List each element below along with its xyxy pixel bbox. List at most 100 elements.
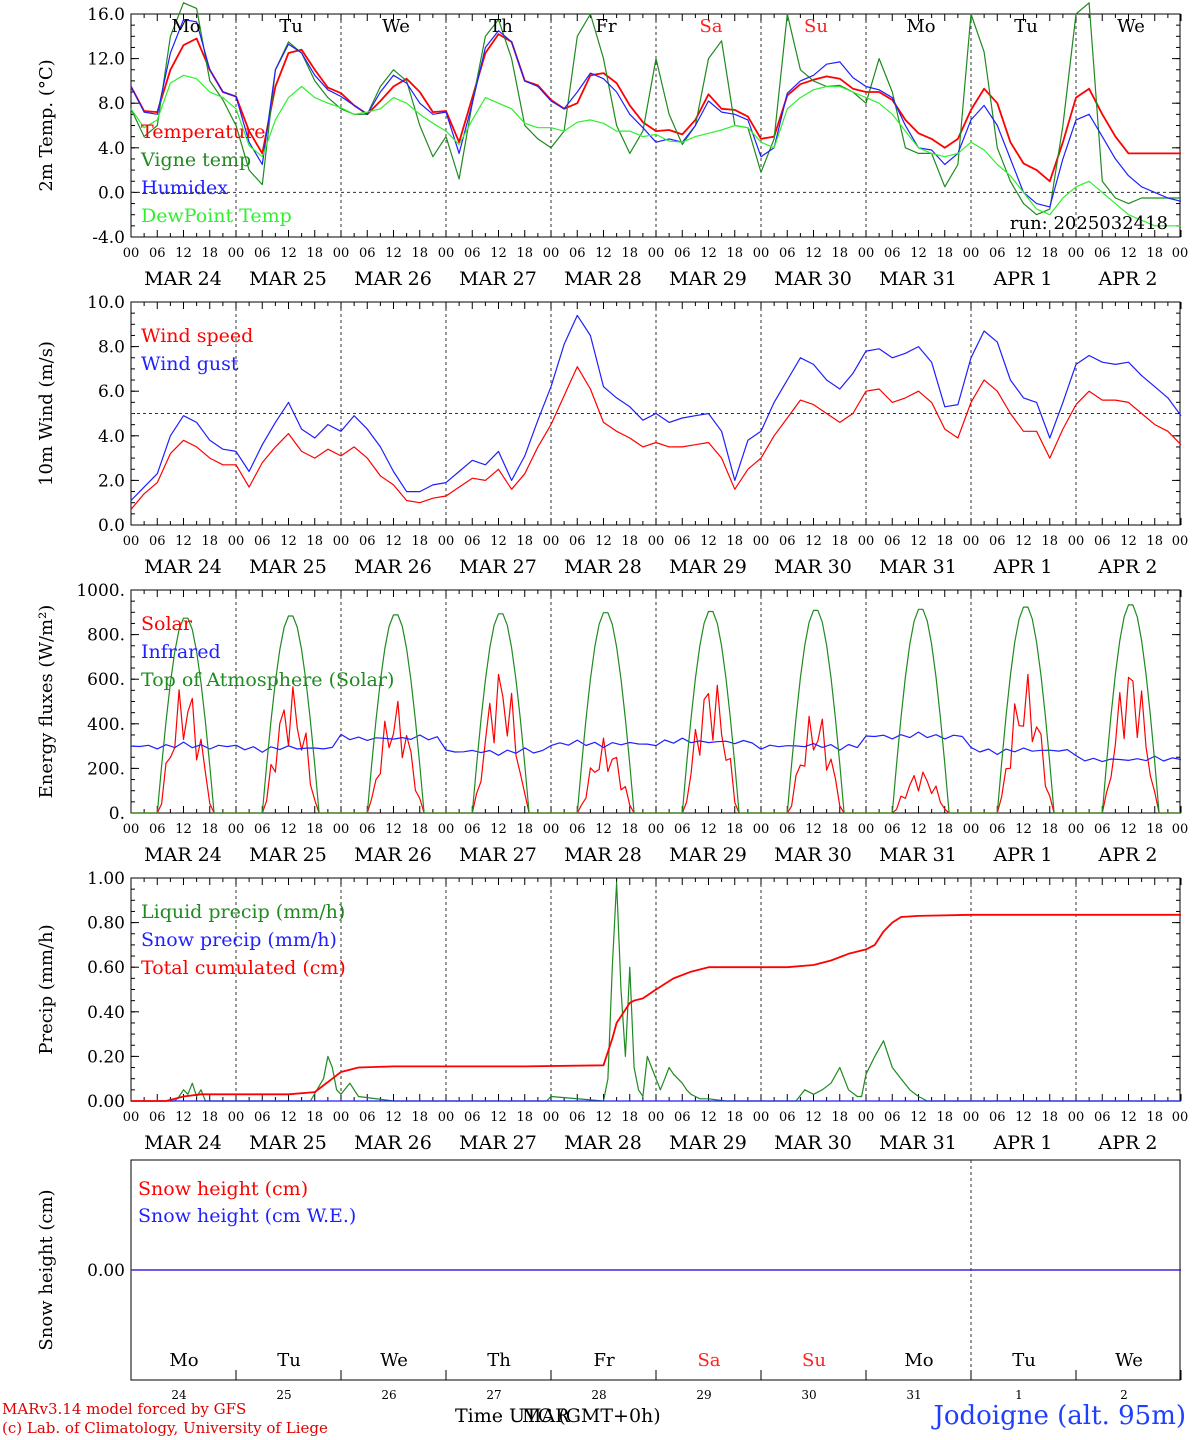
hour-tick-label: 18 (411, 534, 428, 549)
y-tick-label: 600. (87, 670, 125, 690)
hour-tick-label: 06 (779, 534, 796, 549)
y-tick-label: 800. (87, 626, 125, 646)
hour-tick-label: 18 (306, 1110, 323, 1125)
hour-tick-label: 12 (175, 822, 192, 837)
panel-1: 2m Temp. (°C) (36, 2, 1182, 238)
day-number: 26 (381, 1388, 396, 1402)
legend-entry: DewPoint Temp (141, 205, 292, 227)
hour-tick-label: 00 (228, 1110, 245, 1125)
date-label: MAR 30 (774, 1132, 852, 1154)
day-number: 28 (591, 1388, 606, 1402)
date-label: MAR 26 (354, 1132, 432, 1154)
hour-tick-label: 12 (1015, 1110, 1032, 1125)
date-label: MAR 25 (249, 268, 327, 290)
hour-tick-label: 06 (464, 1110, 481, 1125)
day-number: 29 (696, 1388, 711, 1402)
series-line-solar (131, 673, 1181, 814)
hour-tick-label: 00 (858, 1110, 875, 1125)
hour-tick-label: 00 (543, 246, 560, 261)
hour-tick-label: 12 (280, 246, 297, 261)
hour-tick-label: 18 (306, 822, 323, 837)
weekday-label: Tu (277, 1350, 301, 1371)
hour-tick-label: 00 (438, 1110, 455, 1125)
date-label: MAR 31 (879, 1132, 957, 1154)
hour-tick-label: 00 (963, 246, 980, 261)
weekday-label: Fr (593, 1350, 614, 1371)
hour-tick-label: 00 (123, 1110, 140, 1125)
hour-tick-label: 00 (1068, 246, 1085, 261)
y-tick-label: 0.80 (87, 914, 125, 934)
hour-tick-label: 12 (175, 534, 192, 549)
series-line-vigne-temp (130, 2, 1181, 216)
hour-tick-label: 12 (490, 534, 507, 549)
panel-5: Snow height (cm) (36, 1159, 1182, 1381)
weekday-label: We (382, 16, 410, 37)
legend-entry: Infrared (141, 641, 221, 663)
hour-tick-label: 18 (936, 534, 953, 549)
hour-tick-label: 00 (333, 534, 350, 549)
hour-tick-label: 12 (280, 534, 297, 549)
hour-tick-label: 12 (385, 822, 402, 837)
legend-entry: Humidex (141, 177, 228, 199)
hour-tick-label: 00 (123, 246, 140, 261)
hour-tick-label: 00 (543, 822, 560, 837)
weekday-label: We (1117, 16, 1145, 37)
hour-tick-label: 18 (1041, 822, 1058, 837)
hour-tick-label: 18 (831, 246, 848, 261)
y-tick-label: 4.0 (98, 139, 125, 159)
hour-tick-label: 18 (726, 1110, 743, 1125)
y-tick-label: 200. (87, 759, 125, 779)
y-axis-label: 10m Wind (m/s) (36, 341, 57, 486)
hour-tick-label: 00 (858, 246, 875, 261)
y-axis-label: Energy fluxes (W/m²) (36, 605, 57, 799)
legend-entry: Total cumulated (cm) (141, 957, 346, 979)
date-label: MAR 28 (564, 268, 642, 290)
weekday-label: Th (489, 16, 513, 37)
hour-tick-label: 00 (1172, 534, 1189, 549)
hour-tick-label: 12 (805, 534, 822, 549)
hour-tick-label: 18 (411, 246, 428, 261)
series-line-top-of-atmosphere-solar- (131, 604, 1181, 814)
hour-tick-label: 18 (831, 534, 848, 549)
weekday-label: Tu (279, 16, 303, 37)
date-label: APR 2 (1098, 268, 1158, 290)
hour-tick-label: 06 (779, 822, 796, 837)
y-tick-label: 0.0 (98, 183, 125, 203)
hour-tick-label: 12 (1015, 534, 1032, 549)
hour-tick-label: 00 (438, 246, 455, 261)
y-tick-label: 1.00 (87, 869, 125, 889)
date-label: MAR 29 (669, 268, 747, 290)
hour-tick-label: 18 (1041, 246, 1058, 261)
legend-entry: Vigne temp (140, 149, 251, 171)
date-label: MAR 30 (774, 556, 852, 578)
hour-tick-label: 00 (753, 1110, 770, 1125)
panel-3: Energy fluxes (W/m²) (36, 589, 1182, 814)
y-tick-label: 0.20 (87, 1047, 125, 1067)
series-line-liquid-precip-mm-h- (131, 881, 1181, 1102)
hour-tick-label: 00 (123, 534, 140, 549)
date-label: MAR 24 (144, 1132, 222, 1154)
date-label: MAR 29 (669, 844, 747, 866)
y-axis-label: 2m Temp. (°C) (36, 59, 57, 191)
hour-tick-label: 12 (1120, 822, 1137, 837)
y-tick-label: 1000. (76, 581, 125, 601)
hour-tick-label: 18 (411, 1110, 428, 1125)
weekday-label: We (1115, 1350, 1143, 1371)
y-tick-label: 6.0 (98, 382, 125, 402)
hour-tick-label: 18 (516, 246, 533, 261)
hour-tick-label: 06 (569, 1110, 586, 1125)
hour-tick-label: 06 (254, 534, 271, 549)
hour-tick-label: 00 (1172, 1110, 1189, 1125)
hour-tick-label: 00 (333, 246, 350, 261)
date-label: MAR 27 (459, 268, 537, 290)
date-label: MAR 24 (144, 556, 222, 578)
hour-tick-label: 12 (490, 822, 507, 837)
date-label: MAR 30 (774, 844, 852, 866)
date-label: MAR 29 (669, 556, 747, 578)
hour-tick-label: 06 (1094, 822, 1111, 837)
legend-entry: Snow precip (mm/h) (141, 929, 337, 951)
y-tick-label: 4.0 (98, 427, 125, 447)
hour-tick-label: 12 (490, 1110, 507, 1125)
date-label: MAR 27 (459, 844, 537, 866)
hour-tick-label: 00 (648, 534, 665, 549)
